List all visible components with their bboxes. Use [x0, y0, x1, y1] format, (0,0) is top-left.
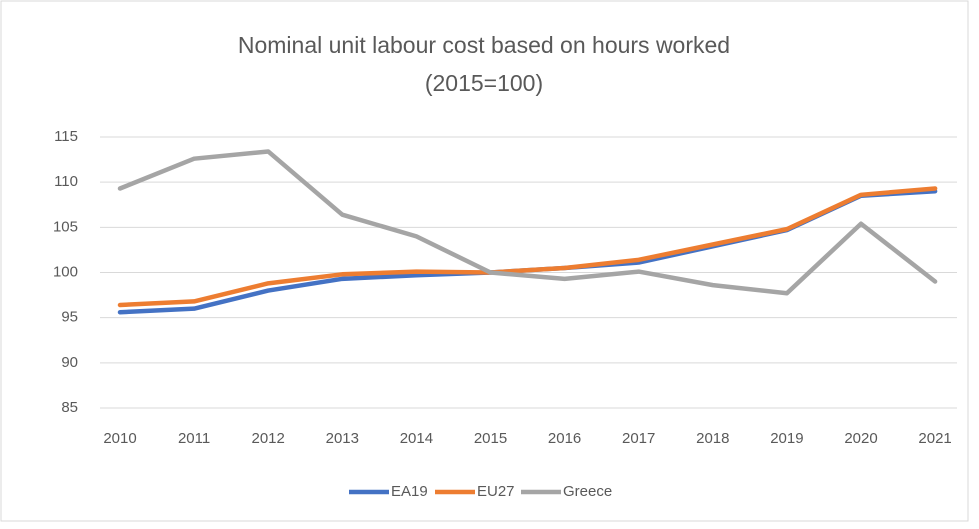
x-tick-label: 2018	[696, 430, 729, 447]
legend-label: EU27	[477, 483, 515, 500]
x-tick-label: 2021	[918, 430, 951, 447]
legend-label: Greece	[563, 483, 612, 500]
x-tick-label: 2013	[326, 430, 359, 447]
chart-subtitle: (2015=100)	[425, 70, 543, 96]
y-tick-label: 110	[54, 173, 78, 190]
x-tick-label: 2017	[622, 430, 655, 447]
chart-border	[0, 0, 969, 522]
x-tick-label: 2015	[474, 430, 507, 447]
y-tick-label: 85	[61, 399, 78, 416]
y-tick-label: 105	[53, 218, 78, 235]
x-tick-label: 2012	[252, 430, 285, 447]
x-tick-label: 2019	[770, 430, 803, 447]
x-tick-label: 2020	[844, 430, 877, 447]
x-tick-label: 2016	[548, 430, 581, 447]
x-tick-label: 2011	[178, 430, 210, 447]
y-tick-label: 95	[61, 309, 78, 326]
x-tick-label: 2010	[103, 430, 136, 447]
y-tick-label: 100	[53, 263, 78, 280]
y-tick-label: 115	[54, 128, 78, 145]
y-tick-label: 90	[61, 354, 78, 371]
legend-label: EA19	[391, 483, 428, 500]
chart-title: Nominal unit labour cost based on hours …	[238, 32, 730, 58]
series-line	[117, 149, 938, 296]
series-line	[117, 186, 938, 308]
x-tick-label: 2014	[400, 430, 433, 447]
